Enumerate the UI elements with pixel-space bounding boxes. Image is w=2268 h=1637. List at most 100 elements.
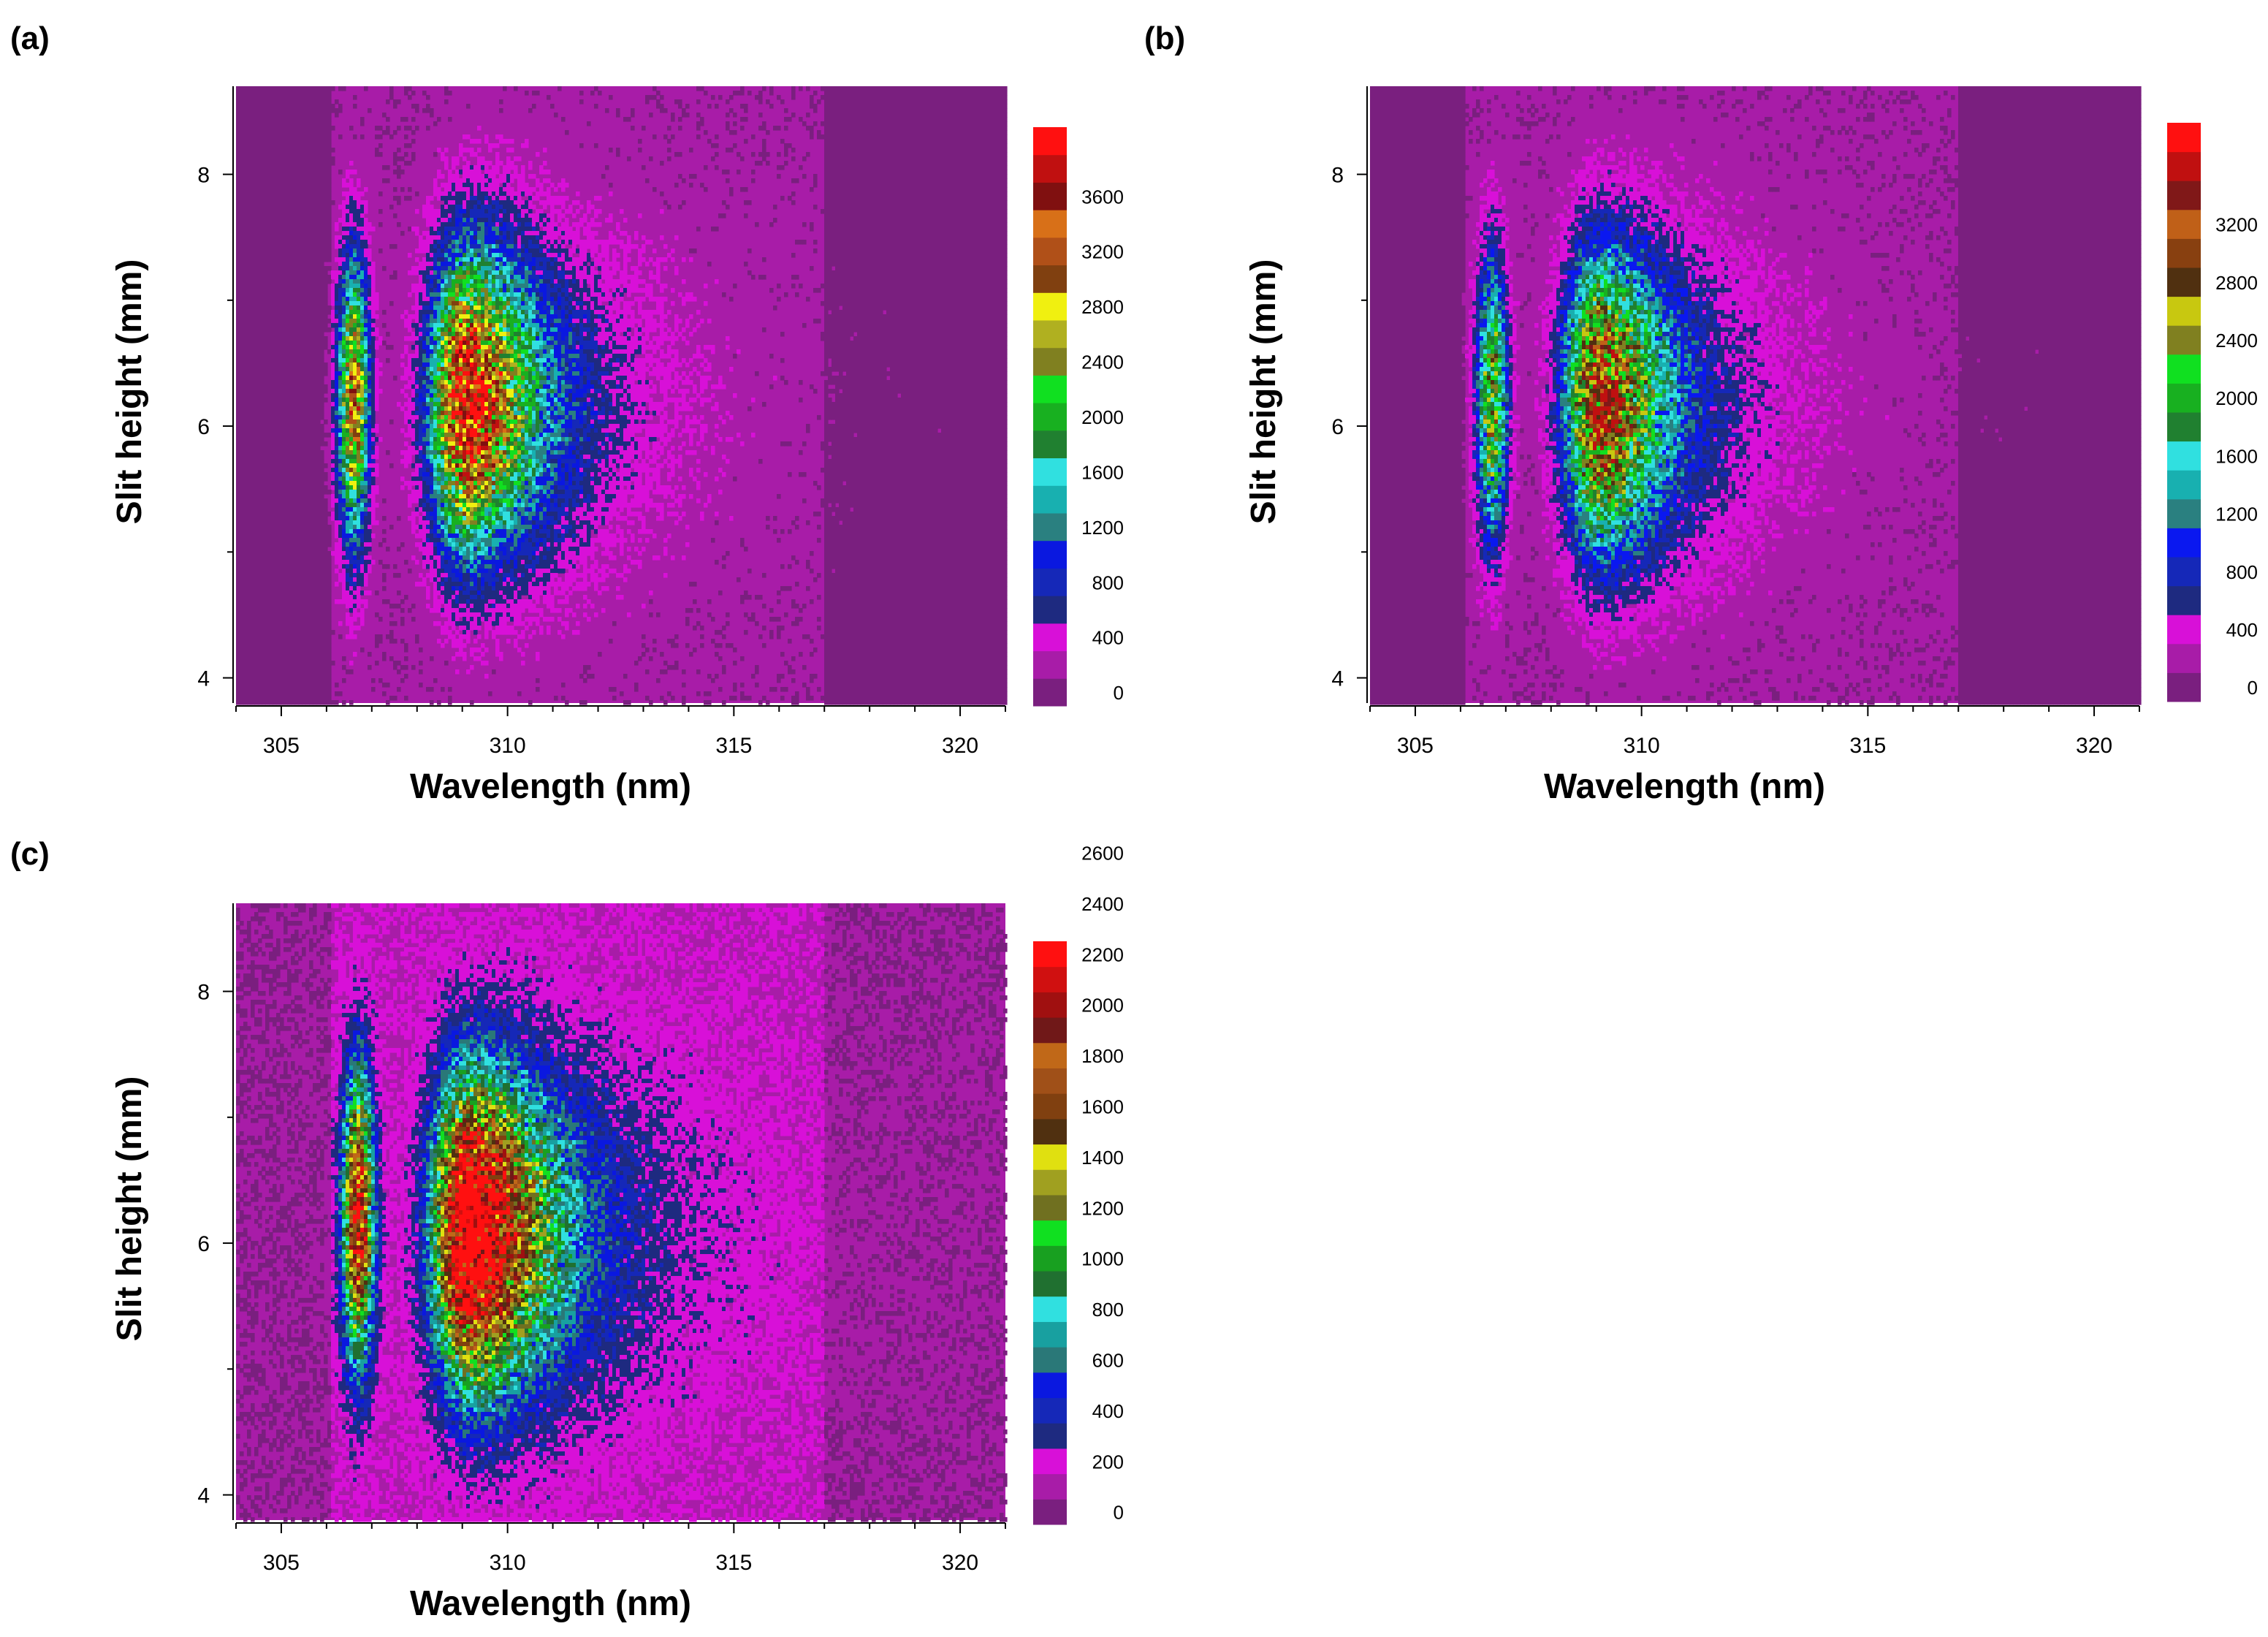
x-tick-label: 305 bbox=[1397, 734, 1434, 758]
colorbar-label: 2600 bbox=[1081, 843, 1124, 865]
colorbar-label: 400 bbox=[2226, 619, 2258, 641]
x-axis-label: Wavelength (nm) bbox=[410, 767, 691, 806]
colorbar-swatch bbox=[2167, 412, 2201, 442]
colorbar-swatch bbox=[1033, 540, 1067, 569]
panel-a: (a) 305 310 315 320 4 6 8 Wavelength (nm) Slit h… bbox=[0, 0, 1133, 818]
colorbar-swatch bbox=[1033, 623, 1067, 652]
colorbar-swatch bbox=[2167, 498, 2201, 528]
x-tick-label: 310 bbox=[490, 1551, 526, 1575]
colorbar-label: 0 bbox=[1114, 682, 1124, 704]
colorbar-swatch bbox=[1033, 992, 1067, 1018]
y-tick-label: 4 bbox=[1331, 667, 1344, 691]
colorbar-swatch bbox=[1033, 1017, 1067, 1044]
colorbar-label: 400 bbox=[1092, 627, 1124, 649]
x-tick-label: 315 bbox=[1849, 734, 1886, 758]
colorbar-swatch bbox=[1033, 596, 1067, 624]
heatmap-cells bbox=[1370, 86, 2142, 705]
x-tick-label: 315 bbox=[715, 1551, 752, 1575]
colorbar-swatch bbox=[2167, 123, 2201, 153]
colorbar-swatch bbox=[1033, 1245, 1067, 1272]
colorbar-label: 1600 bbox=[1081, 461, 1124, 483]
colorbar-swatch bbox=[1033, 966, 1067, 992]
x-tick-label: 315 bbox=[715, 734, 752, 758]
colorbar-swatch bbox=[2167, 238, 2201, 268]
colorbar-swatch bbox=[2167, 441, 2201, 471]
colorbar-swatch bbox=[2167, 325, 2201, 355]
colorbar-swatch bbox=[1033, 182, 1067, 210]
colorbar-swatch bbox=[1033, 1093, 1067, 1120]
colorbar-swatch bbox=[2167, 528, 2201, 558]
x-tick-label: 310 bbox=[490, 734, 526, 758]
colorbar-label: 2800 bbox=[1081, 296, 1124, 318]
colorbar-swatch bbox=[1033, 1042, 1067, 1068]
y-axis-label: Slit height (mm) bbox=[1244, 259, 1283, 525]
colorbar-swatch bbox=[1033, 1296, 1067, 1322]
panel-c: (c) 305 310 315 320 4 6 8 Wavelength (nm) Slit h… bbox=[0, 818, 1133, 1637]
heatmap-cells bbox=[236, 903, 1008, 1522]
colorbar-label: 200 bbox=[1092, 1451, 1124, 1473]
x-tick-label: 310 bbox=[1624, 734, 1660, 758]
x-axis-label: Wavelength (nm) bbox=[1544, 767, 1825, 806]
colorbar-swatch bbox=[1033, 210, 1067, 238]
colorbar-swatch bbox=[1033, 1220, 1067, 1246]
colorbar-swatch bbox=[2167, 267, 2201, 297]
colorbar-label: 0 bbox=[2248, 677, 2258, 699]
colorbar-label: 1800 bbox=[1081, 1045, 1124, 1067]
colorbar-swatch bbox=[2167, 354, 2201, 384]
colorbar-swatch bbox=[1033, 1068, 1067, 1094]
colorbar-swatch bbox=[1033, 1397, 1067, 1424]
x-tick-label: 305 bbox=[263, 1551, 300, 1575]
y-tick-label: 6 bbox=[197, 415, 210, 439]
colorbar-label: 600 bbox=[1092, 1349, 1124, 1371]
colorbar-swatch bbox=[1033, 513, 1067, 542]
colorbar-swatch bbox=[1033, 457, 1067, 486]
colorbar-swatch bbox=[2167, 151, 2201, 181]
colorbar-swatch bbox=[1033, 1372, 1067, 1399]
colorbar-swatch bbox=[2167, 585, 2201, 615]
colorbar-label: 2400 bbox=[1081, 352, 1124, 373]
colorbar-label: 800 bbox=[2226, 561, 2258, 583]
colorbar-label: 2200 bbox=[1081, 943, 1124, 965]
colorbar-label: 0 bbox=[1114, 1502, 1124, 1524]
x-tick-label: 320 bbox=[2076, 734, 2112, 758]
x-tick-label: 320 bbox=[942, 734, 978, 758]
y-tick-label: 8 bbox=[197, 981, 210, 1005]
colorbar-swatch bbox=[1033, 1448, 1067, 1475]
colorbar-swatch bbox=[1033, 1321, 1067, 1348]
colorbar-swatch bbox=[1033, 265, 1067, 293]
y-axis-label: Slit height (mm) bbox=[110, 259, 149, 525]
colorbar-swatch bbox=[1033, 1347, 1067, 1373]
colorbar-swatch bbox=[2167, 672, 2201, 702]
colorbar-swatch bbox=[1033, 1473, 1067, 1500]
colorbar-label: 2000 bbox=[2215, 387, 2258, 409]
colorbar-label: 400 bbox=[1092, 1400, 1124, 1422]
colorbar-swatch bbox=[2167, 383, 2201, 413]
colorbar-swatch bbox=[1033, 154, 1067, 183]
colorbar-label: 2400 bbox=[2215, 330, 2258, 352]
colorbar-swatch bbox=[2167, 643, 2201, 673]
colorbar-swatch bbox=[1033, 568, 1067, 596]
colorbar-swatch bbox=[1033, 127, 1067, 156]
colorbar-swatch bbox=[1033, 1144, 1067, 1170]
panel-label: (a) bbox=[10, 20, 50, 57]
colorbar-swatch bbox=[1033, 1499, 1067, 1525]
y-tick-label: 8 bbox=[1331, 164, 1344, 188]
chart-b: 305 310 315 320 4 6 8 Wavelength (nm) Slit heigh… bbox=[1244, 86, 2258, 806]
panel-label: (b) bbox=[1144, 20, 1185, 57]
x-tick-label: 320 bbox=[942, 1551, 978, 1575]
colorbar-swatch bbox=[1033, 347, 1067, 376]
colorbar-label: 800 bbox=[1092, 571, 1124, 593]
colorbar-label: 1200 bbox=[2215, 504, 2258, 525]
colorbar-swatch bbox=[1033, 320, 1067, 349]
x-tick-label: 305 bbox=[263, 734, 300, 758]
colorbar-swatch bbox=[1033, 1423, 1067, 1449]
colorbar-swatch bbox=[1033, 650, 1067, 679]
colorbar-label: 3200 bbox=[2215, 214, 2258, 236]
colorbar-label: 3200 bbox=[1081, 241, 1124, 263]
colorbar-label: 1200 bbox=[1081, 1197, 1124, 1219]
colorbar-label: 2000 bbox=[1081, 406, 1124, 428]
colorbar-label: 1600 bbox=[2215, 445, 2258, 467]
colorbar-label: 2800 bbox=[2215, 272, 2258, 294]
colorbar-swatch bbox=[2167, 209, 2201, 239]
y-tick-label: 4 bbox=[197, 667, 210, 691]
